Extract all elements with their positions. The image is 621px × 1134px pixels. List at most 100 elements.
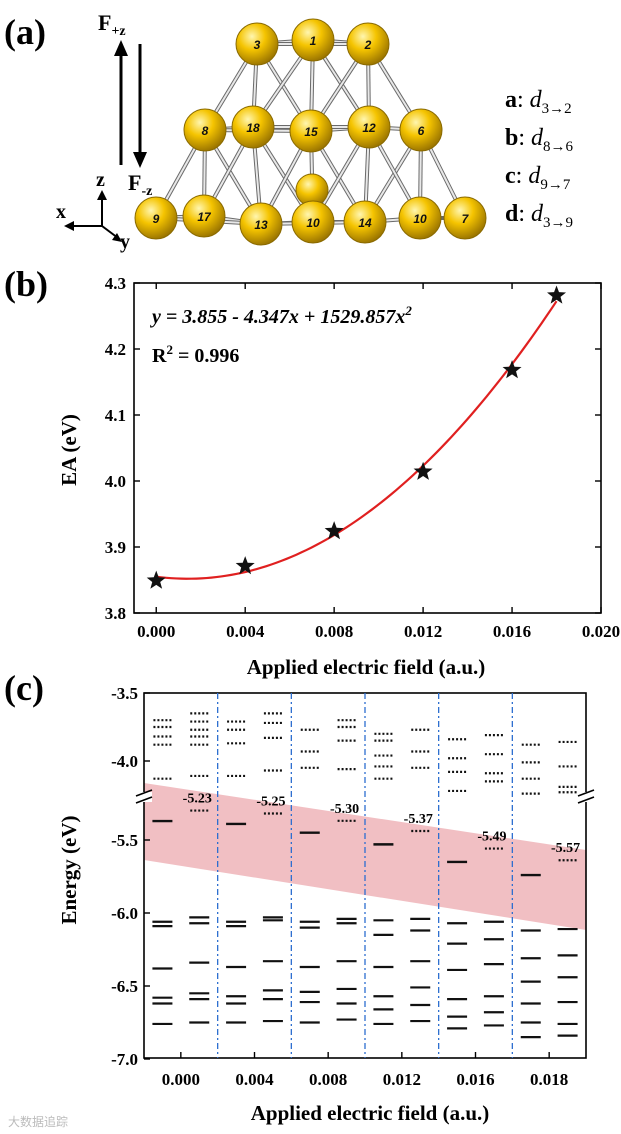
atom-9 — [134, 196, 178, 240]
chart-b-xtick-label: 0.020 — [582, 622, 620, 641]
chart-b-xtick-label: 0.012 — [404, 622, 442, 641]
atom-15 — [289, 109, 333, 153]
chart-c-xtick-label: 0.008 — [309, 1070, 347, 1089]
chart-c-xtick-label: 0.000 — [162, 1070, 200, 1089]
chart-c-ytick-label: -7.0 — [111, 1050, 138, 1069]
homo-value-label: -5.25 — [256, 795, 285, 810]
atom-label-1: 1 — [310, 34, 317, 48]
atom-8 — [183, 108, 227, 152]
atom-10 — [291, 200, 335, 244]
chart-b-frame — [133, 282, 602, 614]
data-point — [324, 521, 344, 540]
force-down-label: F-z — [128, 170, 152, 199]
chart-b-ytick-label: 4.0 — [105, 472, 126, 491]
homo-value-label: -5.57 — [551, 841, 580, 856]
fit-equation: y = 3.855 - 4.347x + 1529.857x2 — [150, 303, 412, 328]
chart-b-ytick-label: 3.9 — [105, 538, 126, 557]
atom-1 — [291, 18, 335, 62]
atom-label-2: 2 — [364, 38, 372, 52]
atom-label-10: 10 — [306, 216, 320, 230]
chart-b-xtick-label: 0.016 — [493, 622, 531, 641]
panel-c: (c) -3.5 -4.0 -5.5 -6.0 -6.5 -7.0 0.000 0.004 0.… — [4, 668, 595, 1125]
atom-7 — [443, 196, 487, 240]
atom-6 — [399, 108, 443, 152]
atom-label-18: 18 — [246, 121, 260, 135]
axis-break-mark — [135, 796, 153, 804]
fit-curve — [156, 300, 558, 580]
data-point — [235, 556, 255, 575]
atom-label-17: 17 — [197, 210, 212, 224]
atom-label-6: 6 — [418, 124, 425, 138]
chart-b-xtick-label: 0.008 — [315, 622, 353, 641]
chart-c-ytick-label: -5.5 — [111, 831, 138, 850]
force-down-arrow-head — [133, 152, 147, 168]
homo-value-label: -5.23 — [183, 792, 212, 807]
atom-label-7: 7 — [462, 212, 470, 226]
chart-b-ytick-label: 4.1 — [105, 406, 126, 425]
panel-c-label: (c) — [4, 668, 44, 708]
atom-label-13: 13 — [254, 218, 268, 232]
axis-break-mask — [136, 792, 152, 802]
panel-a-label: (a) — [4, 12, 46, 52]
chart-b-xlabel: Applied electric field (a.u.) — [247, 655, 486, 679]
axis-triad: z x y — [56, 169, 130, 253]
legend-item-a: a: d3→2 — [505, 87, 572, 117]
panel-b-label: (b) — [4, 264, 48, 304]
chart-c-xtick-label: 0.004 — [235, 1070, 274, 1089]
axis-z-label: z — [96, 169, 105, 191]
chart-b-xtick-label: 0.000 — [137, 622, 175, 641]
data-point — [146, 570, 166, 589]
legend-item-d: d: d3→9 — [505, 201, 573, 231]
force-up-label: F+z — [98, 10, 126, 39]
atom-13 — [239, 202, 283, 246]
chart-c-ytick-label: -6.5 — [111, 977, 138, 996]
force-up-arrow-head — [114, 40, 128, 56]
axis-break-mark — [135, 789, 153, 797]
axis-x-label: x — [56, 201, 66, 223]
chart-b-xtick-label: 0.004 — [226, 622, 265, 641]
atom-label-15: 15 — [304, 125, 318, 139]
energy-level-chart: -3.5 -4.0 -5.5 -6.0 -6.5 -7.0 0.000 0.004 0.008 0… — [111, 684, 595, 1089]
legend-item-b: b: d8→6 — [505, 125, 574, 155]
chart-b-ytick-label: 3.8 — [105, 604, 126, 623]
atom-label-14: 14 — [358, 216, 372, 230]
distance-legend: a: d3→2 b: d8→6 c: d9→7 d: d3→9 — [505, 87, 574, 231]
chart-b-ytick-label: 4.3 — [105, 274, 126, 293]
r-squared: R2 = 0.996 — [152, 342, 239, 367]
data-point — [547, 285, 567, 304]
chart-c-xtick-label: 0.018 — [530, 1070, 568, 1089]
axis-break-mask — [578, 792, 594, 802]
atom-label-9: 9 — [153, 212, 160, 226]
chart-b-ytick-label: 4.2 — [105, 340, 126, 359]
chart-c-xtick-label: 0.012 — [383, 1070, 421, 1089]
atom-label-8: 8 — [202, 124, 209, 138]
atom-2 — [346, 22, 390, 66]
atom-14 — [343, 200, 387, 244]
homo-value-label: -5.49 — [477, 830, 506, 845]
watermark: 大数据追踪 — [8, 1114, 68, 1129]
homo-value-label: -5.37 — [404, 812, 433, 827]
axis-y-label: y — [120, 231, 130, 253]
chart-c-ytick-label: -4.0 — [111, 752, 138, 771]
atom-label-3: 3 — [254, 38, 261, 52]
data-point — [502, 360, 522, 379]
atom-label-10-right: 10 — [413, 212, 427, 226]
homo-value-label: -5.30 — [330, 802, 359, 817]
chart-c-ytick-label: -3.5 — [111, 684, 138, 703]
chart-c-ylabel: Energy (eV) — [57, 815, 81, 924]
axis-break-mark — [577, 789, 595, 797]
legend-item-c: c: d9→7 — [505, 163, 571, 193]
ea-chart: 0.000 0.004 0.008 0.012 0.016 0.020 3.8 3.9 4.0 4… — [105, 274, 620, 641]
chart-c-xlabel: Applied electric field (a.u.) — [251, 1101, 490, 1125]
atom-17 — [182, 194, 226, 238]
data-point — [413, 461, 433, 480]
atom-18 — [231, 105, 275, 149]
chart-c-xtick-label: 0.016 — [456, 1070, 494, 1089]
atom-label-12: 12 — [362, 121, 376, 135]
panel-b: (b) 0.000 0.004 0.008 0.012 0.016 0.020 3.8 3.9… — [4, 264, 620, 679]
atom-3 — [235, 22, 279, 66]
atom-10-right — [398, 196, 442, 240]
